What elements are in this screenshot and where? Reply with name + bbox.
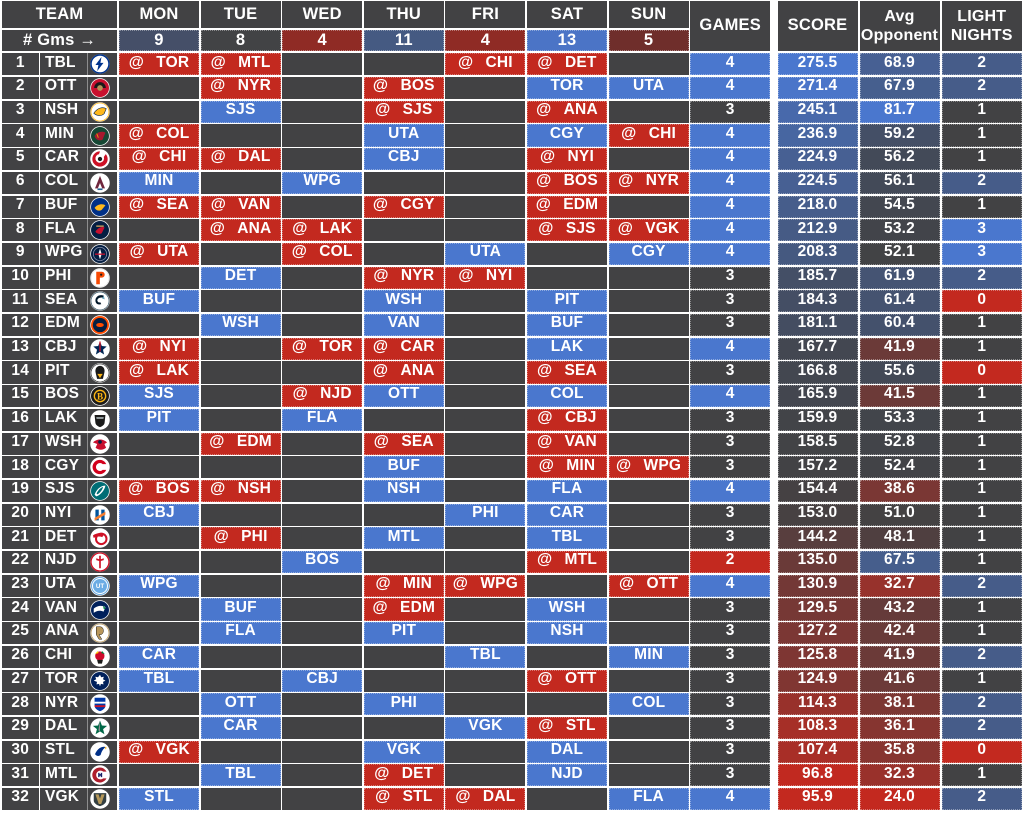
svg-text:B: B	[96, 392, 102, 402]
svg-text:UT: UT	[95, 583, 104, 590]
